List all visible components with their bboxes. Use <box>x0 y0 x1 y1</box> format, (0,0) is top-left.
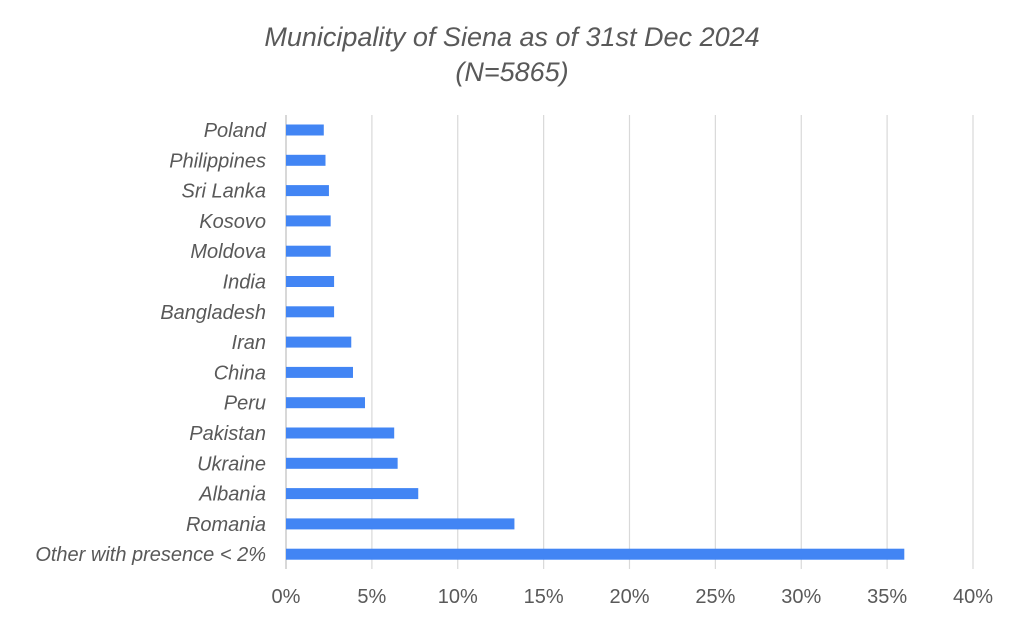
chart-subtitle: (N=5865) <box>455 57 569 87</box>
bar <box>286 306 335 318</box>
y-tick-label: Peru <box>224 393 266 415</box>
y-tick-label: Kosovo <box>199 211 266 233</box>
bar <box>286 457 398 469</box>
bar <box>286 124 324 136</box>
x-tick-label: 35% <box>867 586 907 608</box>
bar <box>286 488 419 500</box>
bar <box>286 518 515 530</box>
bar <box>286 336 352 348</box>
bar <box>286 215 331 227</box>
y-tick-label: China <box>214 362 266 384</box>
x-tick-label: 15% <box>524 586 564 608</box>
x-tick-label: 0% <box>272 586 301 608</box>
y-tick-label: Albania <box>198 484 266 506</box>
y-tick-label: India <box>223 272 266 294</box>
bar <box>286 366 353 378</box>
x-tick-label: 40% <box>953 586 993 608</box>
x-tick-label: 10% <box>438 586 478 608</box>
bar <box>286 548 905 560</box>
bar <box>286 185 329 197</box>
x-tick-label: 30% <box>781 586 821 608</box>
bar <box>286 276 335 287</box>
bar <box>286 245 331 257</box>
x-tick-label: 25% <box>695 586 735 608</box>
bar <box>286 397 366 409</box>
bar <box>286 154 326 166</box>
chart-title: Municipality of Siena as of 31st Dec 202… <box>264 22 760 52</box>
bar <box>286 427 395 439</box>
x-tick-label: 5% <box>357 586 386 608</box>
y-tick-label: Iran <box>232 332 266 354</box>
y-tick-label: Poland <box>204 120 267 142</box>
x-tick-label: 20% <box>609 586 649 608</box>
y-tick-label: Moldova <box>190 241 266 263</box>
y-tick-label: Sri Lanka <box>182 181 267 203</box>
y-tick-label: Romania <box>186 514 266 536</box>
y-tick-label: Bangladesh <box>160 302 266 324</box>
y-tick-label: Philippines <box>169 150 266 172</box>
y-tick-label: Other with presence < 2% <box>35 544 266 566</box>
y-tick-label: Ukraine <box>197 453 266 475</box>
y-tick-label: Pakistan <box>189 423 266 445</box>
